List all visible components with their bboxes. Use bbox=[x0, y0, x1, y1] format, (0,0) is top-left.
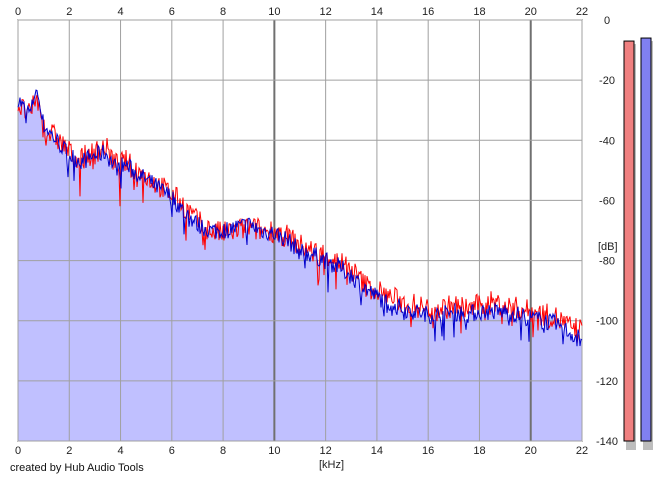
y-tick-label: -80 bbox=[599, 256, 615, 268]
x-tick-label-top: 4 bbox=[117, 6, 123, 18]
x-tick-label-bottom: 22 bbox=[576, 445, 588, 457]
y-tick-label: -40 bbox=[599, 135, 615, 147]
x-tick-label-top: 14 bbox=[371, 6, 383, 18]
series-line-left bbox=[17, 95, 583, 344]
y-tick-label: 0 bbox=[604, 15, 610, 27]
x-tick-label-top: 20 bbox=[525, 6, 537, 18]
x-tick-label-top: 6 bbox=[169, 6, 175, 18]
x-tick-label-top: 0 bbox=[15, 6, 21, 18]
x-tick-label-bottom: 14 bbox=[371, 445, 383, 457]
meter-right bbox=[640, 37, 652, 442]
x-tick-label-top: 18 bbox=[473, 6, 485, 18]
grid bbox=[17, 19, 583, 442]
series-line-right bbox=[17, 89, 583, 347]
axis-ticks: 002244668810101212141416161818202022220-… bbox=[15, 6, 618, 457]
spectrum-fill bbox=[18, 90, 582, 441]
meter-left bbox=[623, 40, 635, 442]
y-axis-label: [dB] bbox=[598, 241, 618, 253]
level-meters bbox=[623, 37, 653, 451]
x-tick-label-bottom: 2 bbox=[66, 445, 72, 457]
y-tick-label: -140 bbox=[596, 436, 618, 448]
x-tick-label-top: 8 bbox=[220, 6, 226, 18]
y-tick-label: -100 bbox=[596, 316, 618, 328]
spectrum-series bbox=[17, 89, 583, 347]
x-tick-label-bottom: 10 bbox=[268, 445, 280, 457]
y-tick-label: -20 bbox=[599, 75, 615, 87]
x-tick-label-bottom: 6 bbox=[169, 445, 175, 457]
x-tick-label-bottom: 12 bbox=[320, 445, 332, 457]
x-tick-label-bottom: 20 bbox=[525, 445, 537, 457]
x-axis-label: [kHz] bbox=[319, 459, 344, 471]
y-tick-label: -120 bbox=[596, 376, 618, 388]
x-tick-label-top: 2 bbox=[66, 6, 72, 18]
x-tick-label-bottom: 18 bbox=[473, 445, 485, 457]
x-tick-label-top: 10 bbox=[268, 6, 280, 18]
x-tick-label-bottom: 0 bbox=[15, 445, 21, 457]
x-tick-label-bottom: 4 bbox=[117, 445, 123, 457]
x-tick-label-top: 22 bbox=[576, 6, 588, 18]
spectrum-area bbox=[18, 90, 582, 441]
x-tick-label-bottom: 8 bbox=[220, 445, 226, 457]
y-tick-label: -60 bbox=[599, 195, 615, 207]
x-tick-label-top: 12 bbox=[320, 6, 332, 18]
x-tick-label-bottom: 16 bbox=[422, 445, 434, 457]
x-tick-label-top: 16 bbox=[422, 6, 434, 18]
credit-text: created by Hub Audio Tools bbox=[10, 462, 144, 474]
